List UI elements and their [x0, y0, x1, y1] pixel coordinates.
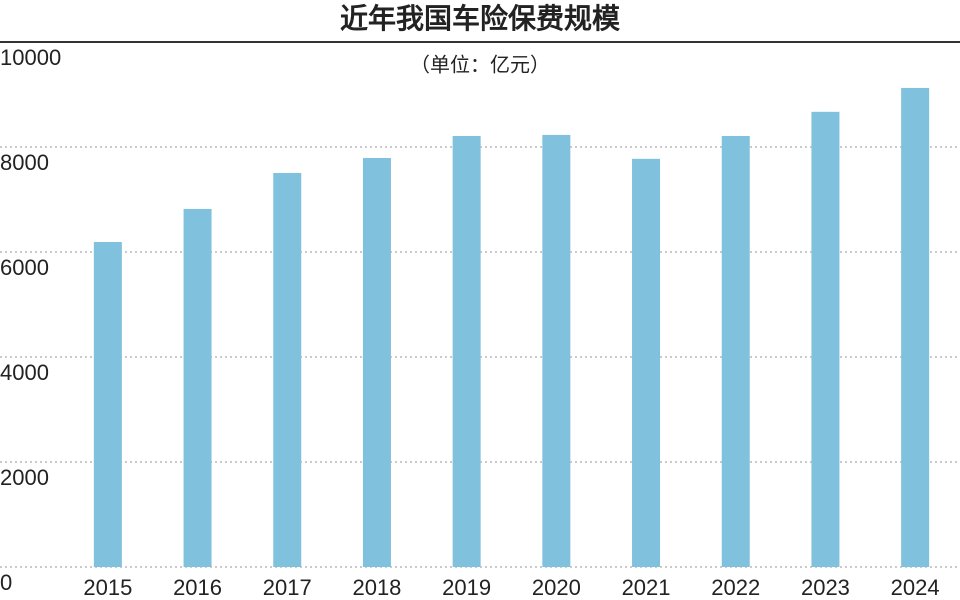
- y-tick-label: 2000: [0, 465, 49, 490]
- bar: [632, 158, 661, 567]
- bar: [542, 134, 571, 568]
- x-tick-label: 2023: [801, 575, 850, 600]
- y-tick-label: 4000: [0, 360, 49, 385]
- x-tick-label: 2019: [442, 575, 491, 600]
- bar: [901, 87, 930, 567]
- x-tick-label: 2017: [263, 575, 312, 600]
- bar: [721, 135, 750, 567]
- bar: [183, 208, 212, 567]
- x-tick-label: 2016: [173, 575, 222, 600]
- y-tick-label: 6000: [0, 255, 49, 280]
- bar: [452, 135, 481, 567]
- chart-subtitle: （单位：亿元）: [410, 53, 550, 77]
- x-tick-label: 2015: [83, 575, 132, 600]
- x-tick-label: 2020: [532, 575, 581, 600]
- x-tick-label: 2021: [622, 575, 671, 600]
- x-tick-label: 2024: [891, 575, 940, 600]
- y-tick-label: 0: [0, 570, 12, 595]
- y-tick-label: 10000: [0, 45, 61, 70]
- bar: [93, 242, 122, 567]
- chart-title: 近年我国车险保费规模: [340, 2, 621, 35]
- bar: [811, 111, 840, 567]
- bar: [273, 172, 302, 568]
- bar: [362, 158, 391, 567]
- x-tick-label: 2018: [352, 575, 401, 600]
- y-tick-label: 8000: [0, 150, 49, 175]
- x-tick-label: 2022: [711, 575, 760, 600]
